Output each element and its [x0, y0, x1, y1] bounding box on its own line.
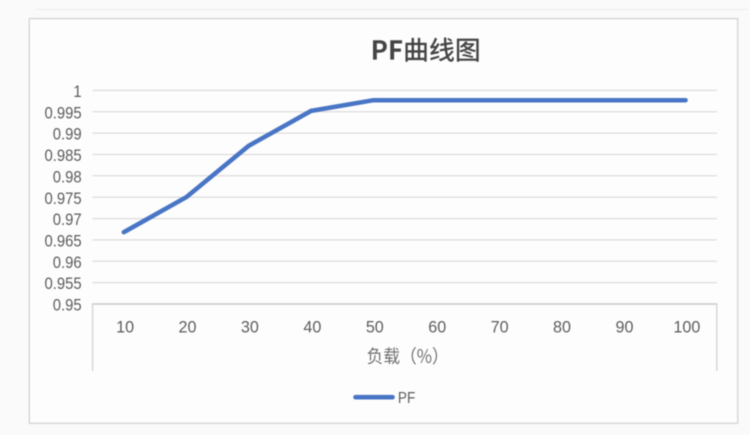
- svg-text:0.96: 0.96: [53, 254, 82, 272]
- svg-text:30: 30: [241, 317, 259, 336]
- svg-text:80: 80: [553, 317, 571, 336]
- svg-text:50: 50: [366, 317, 384, 336]
- svg-text:10: 10: [116, 317, 134, 336]
- svg-text:0.99: 0.99: [53, 126, 82, 144]
- svg-text:PF: PF: [398, 390, 415, 407]
- svg-text:40: 40: [303, 317, 321, 336]
- svg-text:90: 90: [616, 317, 634, 336]
- svg-text:0.95: 0.95: [53, 297, 82, 315]
- svg-text:0.985: 0.985: [44, 147, 81, 165]
- svg-text:60: 60: [428, 317, 446, 336]
- svg-text:0.975: 0.975: [44, 190, 81, 208]
- svg-text:0.965: 0.965: [44, 233, 81, 251]
- svg-text:0.995: 0.995: [44, 105, 81, 123]
- svg-text:0.955: 0.955: [44, 275, 81, 293]
- svg-text:0.97: 0.97: [53, 211, 82, 229]
- svg-text:20: 20: [179, 317, 197, 336]
- svg-text:70: 70: [491, 317, 509, 336]
- svg-text:0.98: 0.98: [53, 169, 82, 187]
- svg-text:100: 100: [673, 317, 700, 336]
- svg-text:1: 1: [73, 83, 81, 101]
